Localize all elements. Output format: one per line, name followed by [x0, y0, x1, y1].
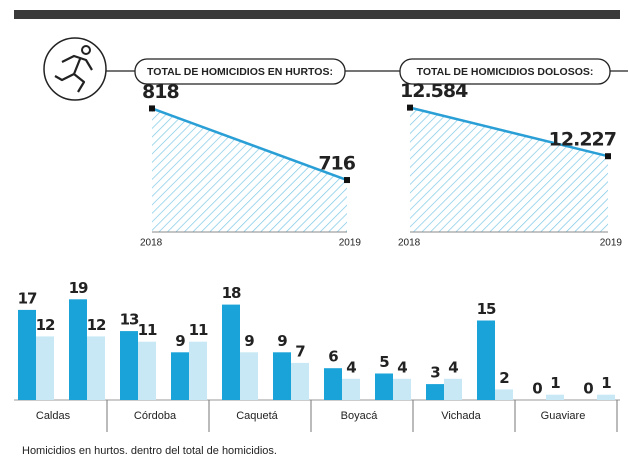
x-tick-label: 2018 [140, 238, 163, 249]
bar [495, 389, 513, 400]
header-pill [399, 58, 611, 85]
bar [477, 320, 495, 400]
header-pill [134, 58, 346, 85]
value-label: 17 [18, 289, 37, 307]
x-tick-label: Guaviare [541, 410, 586, 422]
line [151, 107, 348, 182]
x-tick-label: Caquetá [236, 410, 278, 422]
bar [36, 336, 54, 400]
bar [597, 394, 615, 400]
x-tick-label: Boyacá [341, 410, 379, 422]
value-label: 1 [550, 374, 560, 392]
value-label: 2 [499, 369, 509, 387]
bar [138, 341, 156, 400]
value-label: 9 [244, 332, 254, 350]
bar [69, 299, 87, 400]
caption: Homicidios en hurtos. dentro del total d… [22, 445, 277, 457]
value-label: 9 [175, 332, 185, 350]
x-tick-label: 2019 [600, 238, 623, 249]
bar [426, 384, 444, 400]
value-label: 12.227 [549, 129, 616, 151]
value-label: 4 [346, 358, 356, 376]
point [149, 105, 155, 112]
line [409, 106, 609, 158]
chart-title: TOTAL DE HOMICIDIOS DOLOSOS: [417, 66, 594, 78]
value-label: 4 [448, 358, 458, 376]
bar [87, 336, 105, 400]
value-label: 6 [328, 348, 338, 366]
value-label: 13 [120, 311, 139, 329]
value-label: 7 [295, 342, 305, 360]
value-label: 15 [477, 300, 496, 318]
bar [240, 352, 258, 400]
value-label: 11 [138, 321, 157, 339]
x-tick-label: Córdoba [134, 410, 177, 422]
point [344, 177, 350, 184]
area [410, 107, 608, 232]
x-tick-label: Caldas [36, 410, 71, 422]
bar [393, 378, 411, 400]
chart-title: TOTAL DE HOMICIDIOS EN HURTOS: [147, 66, 333, 78]
bar [189, 341, 207, 400]
value-label: 12 [87, 316, 106, 334]
x-tick-label: 2018 [398, 238, 421, 249]
area [152, 108, 347, 232]
value-label: 3 [430, 364, 440, 382]
point [605, 153, 611, 160]
value-label: 5 [379, 353, 389, 371]
value-label: 1 [601, 374, 611, 392]
bar [18, 309, 36, 400]
bar [222, 304, 240, 400]
bar [444, 378, 462, 400]
x-tick-label: Vichada [441, 410, 481, 422]
value-label: 9 [277, 332, 287, 350]
point [407, 104, 413, 111]
value-label: 716 [318, 153, 355, 175]
value-label: 12 [36, 316, 55, 334]
value-label: 4 [397, 358, 407, 376]
value-label: 19 [69, 279, 88, 297]
value-label: 18 [222, 284, 241, 302]
value-label: 11 [189, 321, 208, 339]
bar [546, 394, 564, 400]
bar [324, 368, 342, 400]
top-bar [14, 10, 620, 19]
bar [375, 373, 393, 400]
value-label: 12.584 [400, 80, 468, 102]
value-label: 0 [583, 380, 593, 398]
x-tick-label: 2019 [339, 238, 362, 249]
runner-icon [43, 37, 107, 101]
value-label: 818 [142, 81, 179, 103]
bar [291, 362, 309, 400]
value-label: 0 [532, 380, 542, 398]
bar [171, 352, 189, 400]
bar [273, 352, 291, 400]
bar [120, 331, 138, 400]
bar [342, 378, 360, 400]
